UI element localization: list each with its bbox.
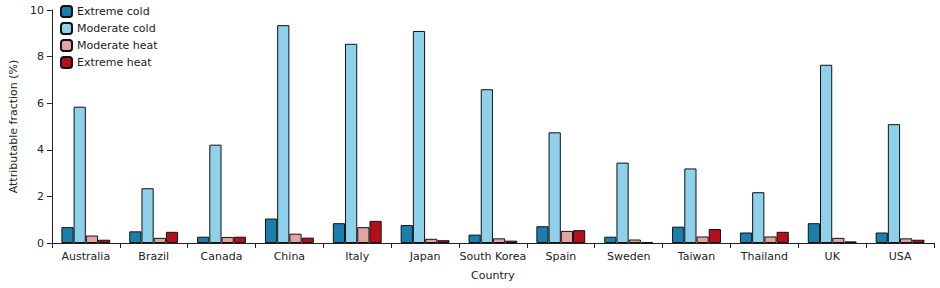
svg-text:Canada: Canada [201, 250, 243, 263]
svg-text:Attributable fraction (%): Attributable fraction (%) [7, 60, 20, 194]
svg-text:2: 2 [37, 190, 44, 203]
svg-text:4: 4 [37, 143, 44, 156]
svg-text:UK: UK [825, 250, 841, 263]
svg-text:USA: USA [889, 250, 912, 263]
svg-text:Brazil: Brazil [138, 250, 169, 263]
svg-text:Sweden: Sweden [607, 250, 650, 263]
svg-text:South Korea: South Korea [460, 250, 527, 263]
svg-text:Australia: Australia [61, 250, 110, 263]
svg-text:Moderate cold: Moderate cold [77, 22, 156, 35]
svg-text:Moderate heat: Moderate heat [77, 39, 158, 52]
svg-text:Taiwan: Taiwan [677, 250, 715, 263]
svg-text:8: 8 [37, 50, 44, 63]
svg-text:Spain: Spain [545, 250, 576, 263]
svg-text:Japan: Japan [409, 250, 441, 263]
svg-text:China: China [274, 250, 305, 263]
svg-text:Thailand: Thailand [740, 250, 788, 263]
svg-text:Country: Country [471, 269, 515, 282]
svg-text:Extreme heat: Extreme heat [77, 56, 152, 69]
svg-text:Italy: Italy [345, 250, 369, 263]
svg-text:Extreme cold: Extreme cold [77, 5, 150, 18]
svg-text:10: 10 [30, 4, 44, 17]
svg-text:6: 6 [37, 97, 44, 110]
svg-text:0: 0 [37, 237, 44, 250]
